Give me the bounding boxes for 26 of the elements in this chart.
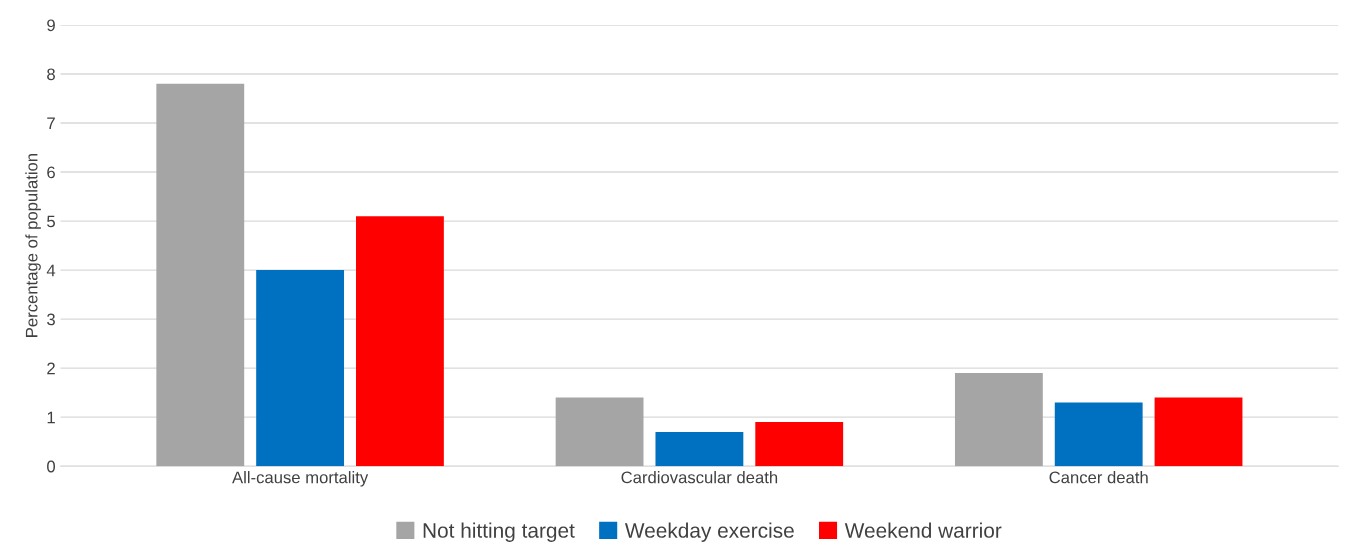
x-tick-label: All-cause mortality: [232, 471, 369, 487]
y-tick-label: 7: [47, 117, 55, 130]
bar: [356, 216, 444, 467]
y-tick-label: 8: [47, 68, 55, 81]
bar: [954, 373, 1043, 467]
y-tick-label: 6: [47, 166, 55, 179]
legend-label: Weekday exercise: [624, 522, 794, 542]
legend-label: Weekend warrior: [844, 522, 1002, 538]
y-axis-title: Percentage of population: [25, 154, 41, 337]
bar: [1054, 402, 1143, 467]
y-tick-label: 5: [47, 215, 55, 228]
legend-label: Not hitting target: [423, 522, 575, 542]
bar: [156, 83, 245, 467]
bar: [655, 431, 744, 467]
y-tick-label: 1: [47, 411, 55, 424]
x-tick-label: Cancer death: [1049, 471, 1148, 484]
x-tick-label: Cardiovascular death: [621, 471, 778, 484]
bar: [256, 270, 345, 467]
bar: [1154, 397, 1243, 467]
y-tick-label: 0: [47, 460, 56, 473]
y-tick-label: 3: [47, 313, 55, 326]
y-tick-label: 9: [47, 19, 55, 32]
bar: [555, 397, 644, 467]
bar: [755, 422, 844, 467]
y-tick-label: 2: [47, 362, 55, 375]
y-tick-label: 4: [46, 264, 56, 277]
